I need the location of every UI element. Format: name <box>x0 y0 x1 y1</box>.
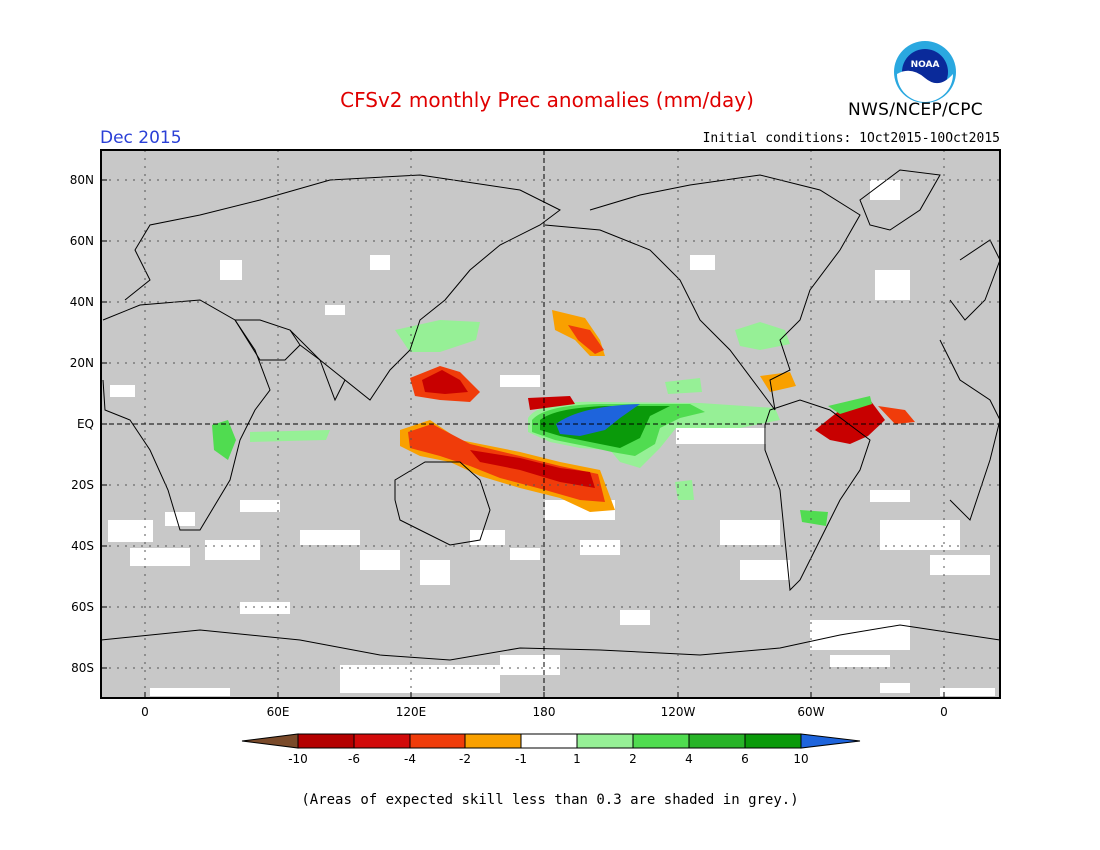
eurasia-coast <box>124 174 561 401</box>
south-pacific-dry-core <box>470 450 595 488</box>
legend-label: 10 <box>793 752 808 766</box>
lon-label: 60E <box>267 705 290 719</box>
lon-label: 0 <box>940 705 948 719</box>
northern-brazil-dry <box>815 400 885 444</box>
color-legend: -10 -6 -4 -2 -1 1 2 4 6 10 <box>241 733 861 766</box>
legend-swatch-above <box>800 733 861 749</box>
legend-label: -10 <box>288 752 308 766</box>
lat-label: 20N <box>70 356 94 370</box>
west-africa-right <box>939 339 1000 521</box>
legend-swatch <box>688 733 746 749</box>
lon-label: 0 <box>141 705 149 719</box>
lat-label: 20S <box>71 478 94 492</box>
lon-label: 120W <box>661 705 696 719</box>
near-normal-patches <box>108 180 995 696</box>
legend-swatch <box>576 733 634 749</box>
atlantic-wet <box>828 396 872 414</box>
west-pacific-dry-north-core <box>422 370 468 394</box>
forecast-month: Dec 2015 <box>100 128 182 148</box>
lat-label: 40S <box>71 539 94 553</box>
legend-label: -6 <box>348 752 360 766</box>
central-america-wet <box>735 322 790 350</box>
axis-ticks <box>101 179 945 698</box>
legend-swatch <box>353 733 411 749</box>
east-asia-wet <box>395 320 480 352</box>
lat-label: 60S <box>71 600 94 614</box>
legend-label: -2 <box>459 752 471 766</box>
legend-swatch <box>744 733 802 749</box>
hawaii-wet <box>665 378 702 394</box>
india-coast <box>299 344 346 402</box>
legend-swatch <box>297 733 355 749</box>
australia-coast <box>394 461 491 546</box>
arabia-coast <box>234 319 301 361</box>
lat-label: 80S <box>71 661 94 675</box>
map-title: CFSv2 monthly Prec anomalies (mm/day) <box>340 88 754 112</box>
legend-swatch <box>409 733 466 749</box>
equator-dateline <box>101 150 1000 698</box>
legend-swatch <box>520 733 578 749</box>
lat-label: 40N <box>70 295 94 309</box>
legend-swatch <box>632 733 690 749</box>
noaa-logo: NOAA <box>894 41 956 103</box>
legend-swatch <box>464 733 522 749</box>
north-pacific-dry-core <box>568 325 604 354</box>
lat-label: EQ <box>77 417 94 431</box>
southeast-pacific-wet <box>675 480 694 500</box>
legend-label: 4 <box>685 752 693 766</box>
west-africa-dry <box>878 406 915 424</box>
europe-east-coast <box>949 239 1000 321</box>
legend-label: -4 <box>404 752 416 766</box>
indian-ocean-wet <box>250 430 330 442</box>
pacific-wet-core <box>556 404 640 436</box>
lon-label: 60W <box>797 705 824 719</box>
legend-label: 1 <box>573 752 581 766</box>
lon-label: 120E <box>396 705 427 719</box>
grid-lines <box>101 150 1000 698</box>
agency-label: NWS/NCEP/CPC <box>848 100 983 120</box>
coastlines <box>101 169 1000 661</box>
south-america-coast <box>764 399 871 592</box>
south-america-wet <box>800 510 828 526</box>
noaa-logo-text: NOAA <box>911 60 940 70</box>
africa-coast <box>102 299 271 531</box>
greenland-coast <box>859 169 941 231</box>
antarctica-coast <box>101 624 1000 661</box>
legend-label: 6 <box>741 752 749 766</box>
lat-label: 80N <box>70 173 94 187</box>
legend-label: -1 <box>515 752 527 766</box>
equatorial-dry-band <box>528 396 575 410</box>
lon-label: 180 <box>533 705 556 719</box>
skill-footnote: (Areas of expected skill less than 0.3 a… <box>301 792 799 808</box>
north-america-coast <box>544 174 861 411</box>
legend-label: 2 <box>629 752 637 766</box>
legend-swatch-below <box>241 733 299 749</box>
east-africa-wet <box>212 420 236 460</box>
lat-label: 60N <box>70 234 94 248</box>
caribbean-dry <box>760 372 796 392</box>
initial-conditions: Initial conditions: 1Oct2015-10Oct2015 <box>702 131 1000 146</box>
